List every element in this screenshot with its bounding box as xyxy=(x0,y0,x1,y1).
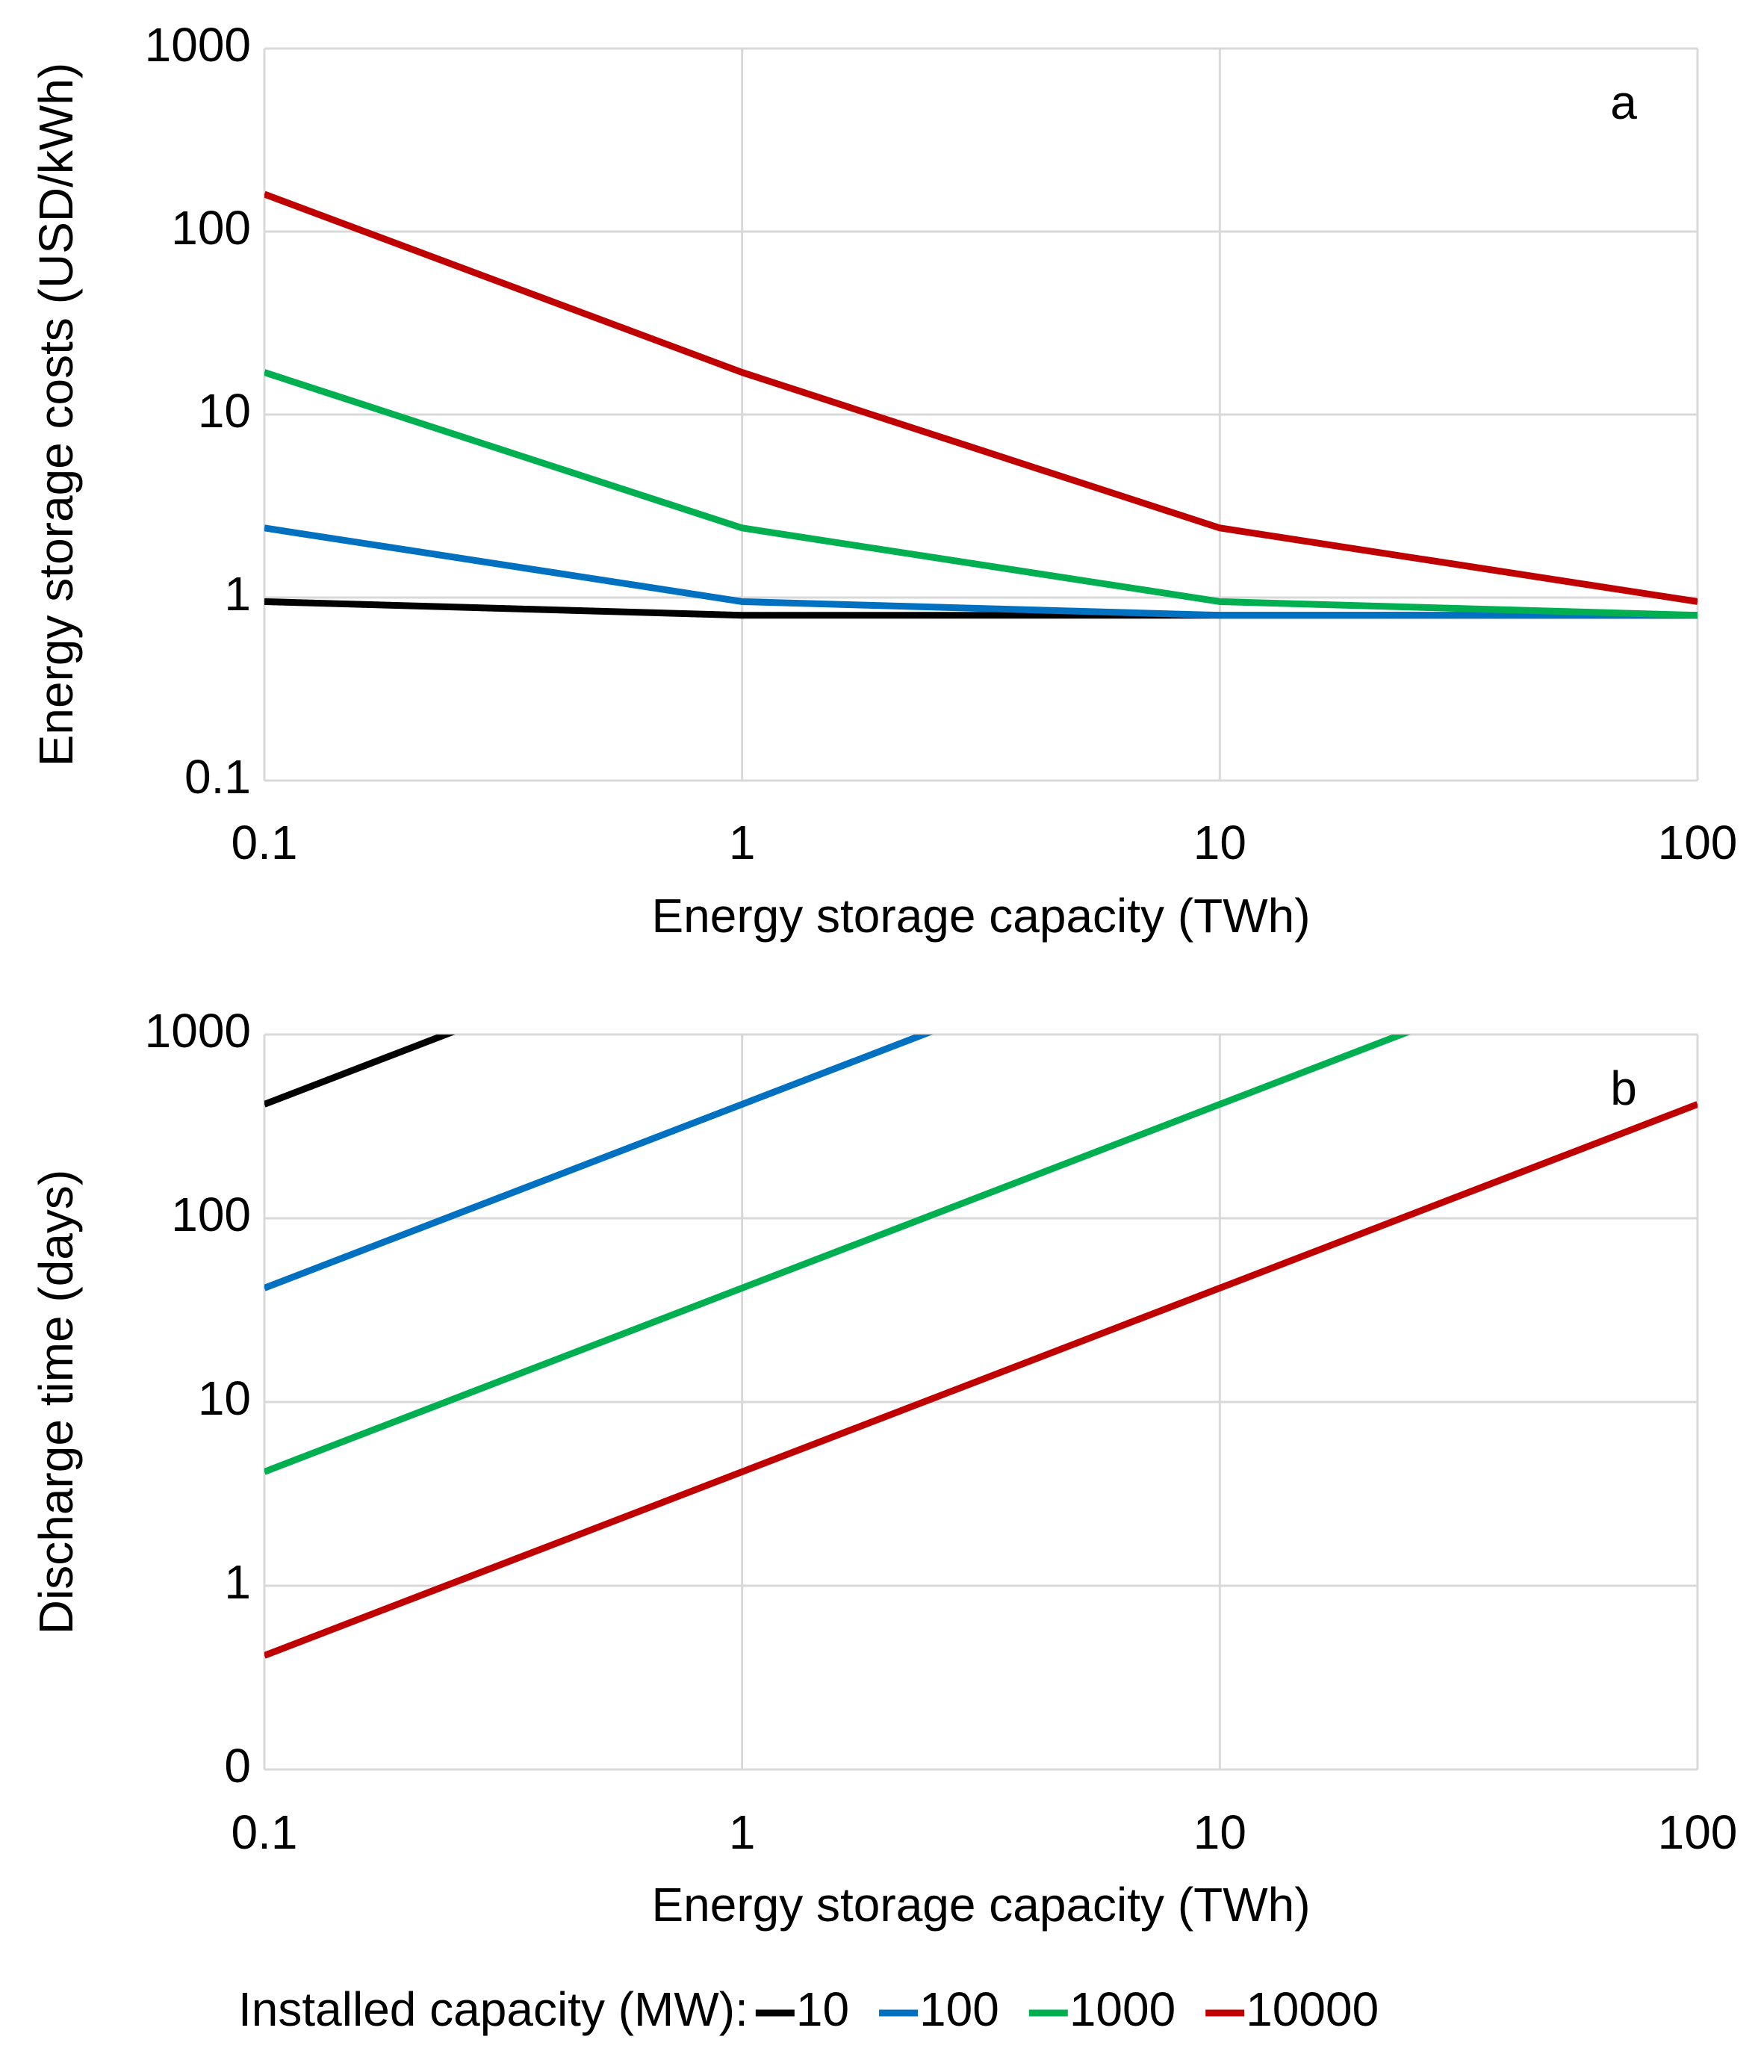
plot-area xyxy=(264,190,1698,619)
y-tick-label: 1 xyxy=(224,1555,251,1609)
series-line xyxy=(264,524,1698,619)
x-tick-label: 100 xyxy=(1658,816,1738,869)
y-tick-label: 100 xyxy=(171,201,251,255)
legend-label: 100 xyxy=(919,1982,999,2036)
legend-title: Installed capacity (MW): xyxy=(238,1982,748,2036)
y-tick-label: 10 xyxy=(198,384,251,438)
series-line xyxy=(264,369,1698,619)
y-tick-label: 10 xyxy=(198,1371,251,1425)
x-axis-title: Energy storage capacity (TWh) xyxy=(651,1878,1310,1932)
y-axis-title: Discharge time (days) xyxy=(29,1170,83,1634)
y-tick-label: 100 xyxy=(171,1188,251,1241)
legend-label: 10 xyxy=(796,1982,849,2036)
series-line xyxy=(264,1035,456,1108)
y-tick-label: 0.1 xyxy=(184,750,251,804)
y-tick-label: 1000 xyxy=(145,18,251,72)
series-line xyxy=(264,190,1698,605)
x-axis-title: Energy storage capacity (TWh) xyxy=(651,889,1310,943)
series-line xyxy=(264,1035,934,1291)
y-tick-label: 0 xyxy=(224,1739,251,1793)
x-tick-label: 10 xyxy=(1193,1805,1246,1859)
panel-label: a xyxy=(1610,75,1637,129)
panel-label: b xyxy=(1610,1061,1637,1115)
y-tick-label: 1000 xyxy=(145,1004,251,1058)
x-tick-label: 10 xyxy=(1193,816,1246,869)
x-tick-label: 1 xyxy=(729,816,756,869)
y-tick-label: 1 xyxy=(224,567,251,621)
plot-area xyxy=(264,1035,1698,1659)
x-tick-label: 0.1 xyxy=(232,1805,298,1859)
legend-label: 1000 xyxy=(1069,1982,1176,2036)
series-line xyxy=(264,1101,1698,1659)
x-tick-label: 1 xyxy=(729,1805,756,1859)
x-tick-label: 100 xyxy=(1658,1805,1738,1859)
series-line xyxy=(264,1035,1411,1475)
x-tick-label: 0.1 xyxy=(232,816,298,869)
legend-label: 10000 xyxy=(1246,1982,1379,2036)
y-axis-title: Energy storage costs (USD/kWh) xyxy=(29,63,83,767)
